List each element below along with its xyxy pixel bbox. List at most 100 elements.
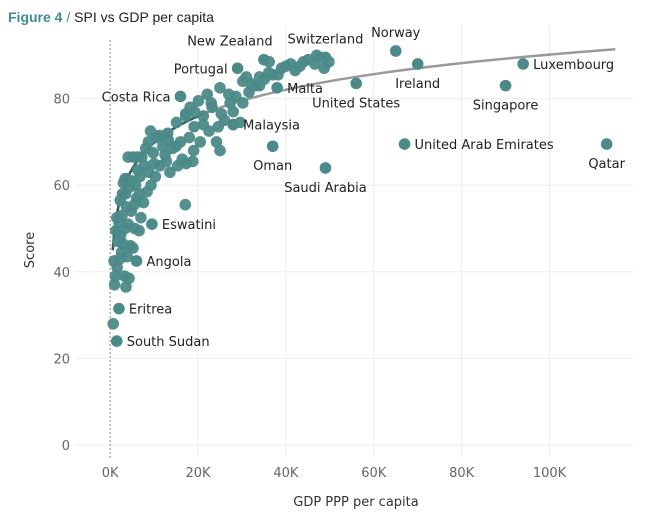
y-axis-label: Score <box>23 232 38 268</box>
data-point <box>192 94 205 107</box>
x-tick-label: 80K <box>449 466 475 481</box>
data-point <box>179 107 192 120</box>
point-label-south-sudan: South Sudan <box>127 335 210 350</box>
point-label-united-arab-emirates: United Arab Emirates <box>415 138 554 153</box>
data-point <box>148 157 160 170</box>
point-label-saudi-arabia: Saudi Arabia <box>284 181 367 196</box>
data-point <box>214 144 226 157</box>
data-point <box>131 151 144 163</box>
point-label-norway: Norway <box>371 26 421 41</box>
data-point <box>240 71 253 83</box>
y-tick-label: 80 <box>53 93 70 108</box>
data-point-qatar <box>600 138 613 150</box>
point-label-angola: Angola <box>147 255 192 270</box>
data-point <box>262 66 275 79</box>
data-point <box>227 105 239 118</box>
data-point <box>127 242 139 254</box>
point-label-new-zealand: New Zealand <box>187 35 272 50</box>
data-point <box>222 88 235 101</box>
data-point-malaysia <box>227 118 239 131</box>
data-point <box>170 140 182 153</box>
x-tick-label: 40K <box>273 466 299 481</box>
point-labels: Norway Switzerland New Zealand Portugal Luxe… <box>102 26 626 350</box>
data-point-ireland <box>411 58 424 70</box>
data-point-luxembourg <box>517 58 529 70</box>
x-tick-label: 0K <box>102 466 119 481</box>
data-point <box>142 136 155 148</box>
data-point <box>122 151 134 163</box>
point-label-malta: Malta <box>287 82 323 97</box>
data-point <box>272 68 284 81</box>
data-point <box>310 49 323 62</box>
data-point <box>123 272 135 285</box>
y-tick-label: 20 <box>53 352 70 367</box>
data-point-south-sudan <box>110 335 123 347</box>
data-points <box>107 45 613 347</box>
point-label-singapore: Singapore <box>473 99 539 114</box>
point-label-switzerland: Switzerland <box>288 32 364 47</box>
data-point <box>297 56 310 68</box>
point-label-portugal: Portugal <box>174 62 228 77</box>
figure-title: Figure 4 / SPI vs GDP per capita <box>8 9 214 25</box>
data-point <box>109 270 122 282</box>
data-point <box>289 64 301 77</box>
data-point <box>194 136 207 148</box>
x-tick-label: 20K <box>185 466 211 481</box>
data-point-eswatini <box>146 218 158 230</box>
data-point <box>253 71 266 83</box>
x-axis-label: GDP PPP per capita <box>293 495 418 510</box>
data-point <box>253 79 266 92</box>
data-point <box>237 97 249 109</box>
data-point <box>179 198 192 211</box>
data-point <box>197 110 210 122</box>
data-point-malta <box>271 81 283 94</box>
y-tick-label: 40 <box>53 266 70 281</box>
data-point <box>129 179 142 192</box>
data-point-portugal <box>231 62 244 75</box>
data-point-angola <box>130 255 143 267</box>
x-tick-label: 60K <box>361 466 387 481</box>
data-point-costa-rica <box>174 90 187 103</box>
data-point-united-arab-emirates <box>398 138 411 150</box>
data-point <box>149 170 162 183</box>
data-point-saudi-arabia <box>319 162 332 174</box>
data-point <box>135 211 147 224</box>
data-point-oman <box>266 140 279 153</box>
data-point <box>197 118 210 131</box>
point-label-malaysia: Malaysia <box>243 119 300 134</box>
grid-lines <box>75 25 633 458</box>
data-point <box>119 172 131 185</box>
point-label-ireland: Ireland <box>395 77 440 92</box>
data-point <box>121 250 134 263</box>
data-point <box>214 81 226 94</box>
data-point-singapore <box>499 79 512 92</box>
point-label-eswatini: Eswatini <box>162 218 216 233</box>
figure-title-text: SPI vs GDP per capita <box>74 9 214 25</box>
data-point <box>188 120 200 133</box>
data-point <box>133 188 146 200</box>
y-tick-label: 0 <box>62 439 70 454</box>
data-point <box>128 198 141 211</box>
data-point <box>110 211 123 224</box>
data-point <box>116 188 129 200</box>
point-label-qatar: Qatar <box>588 157 625 172</box>
data-point <box>218 114 231 127</box>
data-point <box>164 166 176 179</box>
data-point-new-zealand <box>258 53 270 66</box>
data-point <box>186 155 199 168</box>
data-point <box>280 60 292 72</box>
data-point <box>201 88 214 101</box>
point-label-oman: Oman <box>253 159 292 174</box>
data-point-united-states <box>350 77 362 90</box>
data-point <box>162 133 174 146</box>
data-point-norway <box>389 45 402 57</box>
data-point <box>183 131 196 144</box>
data-point <box>153 129 166 142</box>
data-point <box>108 279 121 291</box>
data-point-switzerland <box>319 51 332 64</box>
data-point <box>170 116 183 129</box>
y-axis-ticks: 0 20 40 60 80 <box>53 93 70 454</box>
data-point <box>145 179 157 192</box>
figure-title-separator: / <box>62 9 75 25</box>
